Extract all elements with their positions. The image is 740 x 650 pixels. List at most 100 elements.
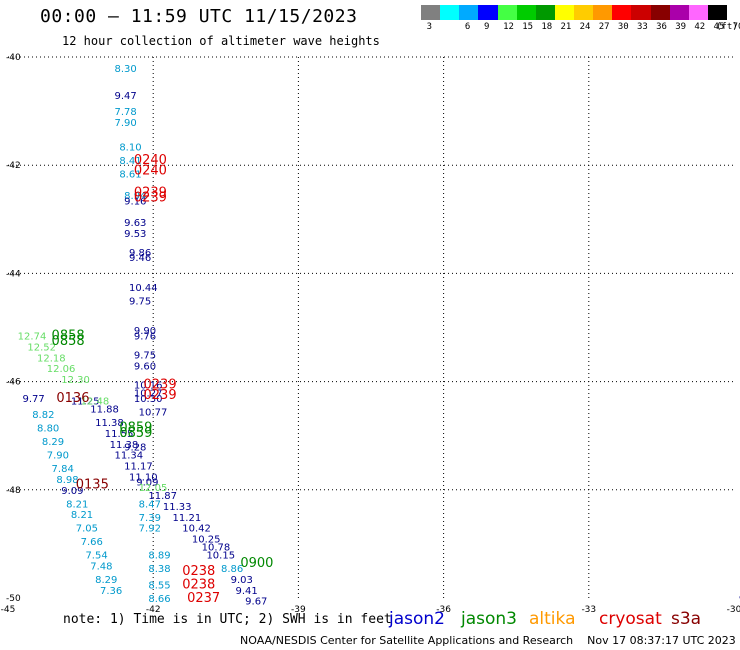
wave-height-label: 12.30 xyxy=(61,375,90,386)
y-tick-label: -50 xyxy=(6,594,21,604)
x-tick-label: -45 xyxy=(1,605,16,615)
x-tick-label: -39 xyxy=(291,605,306,615)
wave-height-label: 8.55 xyxy=(148,580,170,591)
wave-height-label: 9.09 xyxy=(61,486,83,497)
pass-time-label: 0240 xyxy=(134,164,167,179)
pass-time-label: 0237 xyxy=(187,591,220,606)
pass-time-label: 0900 xyxy=(240,556,273,571)
wave-height-label: 8.38 xyxy=(148,564,170,575)
wave-height-label: 9.75 xyxy=(129,296,151,307)
scale-label: 6 xyxy=(464,22,471,32)
wave-height-label: 8.61 xyxy=(119,169,141,180)
scale-swatch xyxy=(554,5,574,20)
wave-height-label: 9.28 xyxy=(124,443,146,454)
scale-swatch xyxy=(478,5,498,20)
wave-height-label: 11.10 xyxy=(129,472,158,483)
scale-swatch xyxy=(497,5,517,20)
y-tick-label: -42 xyxy=(6,161,21,171)
pass-time-label: 0135 xyxy=(76,477,109,492)
scale-swatch xyxy=(612,5,632,20)
scale-label: 27 xyxy=(598,22,610,32)
scale-swatch xyxy=(440,5,460,20)
y-tick-label: -48 xyxy=(6,486,21,496)
wave-height-label: 12.74 xyxy=(18,332,47,343)
wave-height-label: 9.76 xyxy=(134,332,156,343)
pass-time-label: 0859 xyxy=(119,426,152,441)
wave-height-label: 11.88 xyxy=(90,405,119,416)
wave-height-label: 11.55 xyxy=(105,429,134,440)
wave-height-label: 9.86 xyxy=(129,248,151,259)
chart-title: 00:00 – 11:59 UTC 11/15/2023 xyxy=(40,6,358,27)
wave-height-label: 8.47 xyxy=(139,499,161,510)
note-text: note: 1) Time is in UTC; 2) SWH is in fe… xyxy=(63,612,392,627)
pass-time-label: 0136 xyxy=(56,391,89,406)
wave-height-label: 10.16 xyxy=(134,380,163,391)
pass-time-label: 0238 xyxy=(182,564,215,579)
wave-height-label: 10.78 xyxy=(202,543,231,554)
wave-height-label: 9.47 xyxy=(114,91,136,102)
scale-label: 36 xyxy=(656,22,667,32)
wave-height-label: 10.27 xyxy=(134,388,163,399)
wave-height-label: 8.29 xyxy=(42,437,64,448)
pass-time-label: 0858 xyxy=(52,334,85,349)
wave-height-label: 9.41 xyxy=(235,586,257,597)
wave-height-label: 9.60 xyxy=(134,361,156,372)
scale-label: 70 xyxy=(732,22,740,32)
wave-height-label: 7.84 xyxy=(52,464,74,475)
wave-height-label: 11.17 xyxy=(124,461,153,472)
wave-height-label: 7.39 xyxy=(139,513,161,524)
scale-label: 30 xyxy=(617,22,629,32)
wave-height-label: 9 xyxy=(739,594,740,605)
wave-height-label: 11.21 xyxy=(173,513,202,524)
wave-height-label: 11.38 xyxy=(95,418,124,429)
y-tick-label: -46 xyxy=(6,378,21,388)
scale-swatch xyxy=(516,5,536,20)
wave-height-label: 9.75 xyxy=(134,351,156,362)
wave-height-label: 7.90 xyxy=(47,451,69,462)
wave-height-label: 11.25 xyxy=(71,397,100,408)
wave-height-label: 8.29 xyxy=(95,575,117,586)
wave-height-label: 9.46 xyxy=(129,253,151,264)
scale-unit-label: (ft) xyxy=(716,22,738,32)
scale-label: 45 xyxy=(713,22,725,32)
footer-credit: NOAA/NESDIS Center for Satellite Applica… xyxy=(240,634,736,647)
wave-height-label: 7.78 xyxy=(114,107,136,118)
pass-time-label: 0239 xyxy=(144,377,177,392)
scale-swatch xyxy=(574,5,594,20)
wave-height-label: 10.42 xyxy=(182,524,211,535)
wave-height-label: 7.48 xyxy=(90,562,112,573)
wave-height-label: 12.06 xyxy=(47,364,76,375)
wave-height-label: 7.66 xyxy=(81,537,103,548)
wave-height-label: 7.36 xyxy=(100,586,122,597)
scale-swatch xyxy=(535,5,555,20)
wave-height-label: 9.63 xyxy=(124,218,146,229)
scale-label: 21 xyxy=(560,22,572,32)
scale-swatch xyxy=(688,5,708,20)
scale-label: 24 xyxy=(579,22,591,32)
wave-height-label: 9.09 xyxy=(136,478,158,489)
scale-label: 39 xyxy=(675,22,687,32)
wave-height-label: 8.41 xyxy=(119,156,141,167)
wave-height-label: 8.21 xyxy=(71,510,93,521)
pass-time-label: 0859 xyxy=(119,421,152,436)
legend-s3a: s3a xyxy=(671,609,702,629)
wave-height-label: 8.98 xyxy=(56,475,78,486)
scale-label: 3 xyxy=(426,22,432,32)
legend-altika: altika xyxy=(529,609,576,629)
wave-height-label: 8.66 xyxy=(148,594,170,605)
scale-swatch xyxy=(421,5,441,20)
wave-height-label: 10.77 xyxy=(139,407,168,418)
wave-height-color-scale xyxy=(421,5,727,20)
wave-height-label: 10.25 xyxy=(192,534,221,545)
wave-height-label: 12.52 xyxy=(27,342,56,353)
wave-height-label: 10.44 xyxy=(129,283,158,294)
x-tick-label: -33 xyxy=(581,605,596,615)
wave-height-label: 9.67 xyxy=(245,597,267,608)
wave-height-label: 9.03 xyxy=(231,575,253,586)
wave-height-label: 12.05 xyxy=(139,483,168,494)
pass-time-label: 0858 xyxy=(52,329,85,344)
pass-time-label: 0239 xyxy=(134,191,167,206)
wave-height-label: 11.34 xyxy=(114,451,143,462)
wave-height-label: 9.53 xyxy=(124,229,146,240)
